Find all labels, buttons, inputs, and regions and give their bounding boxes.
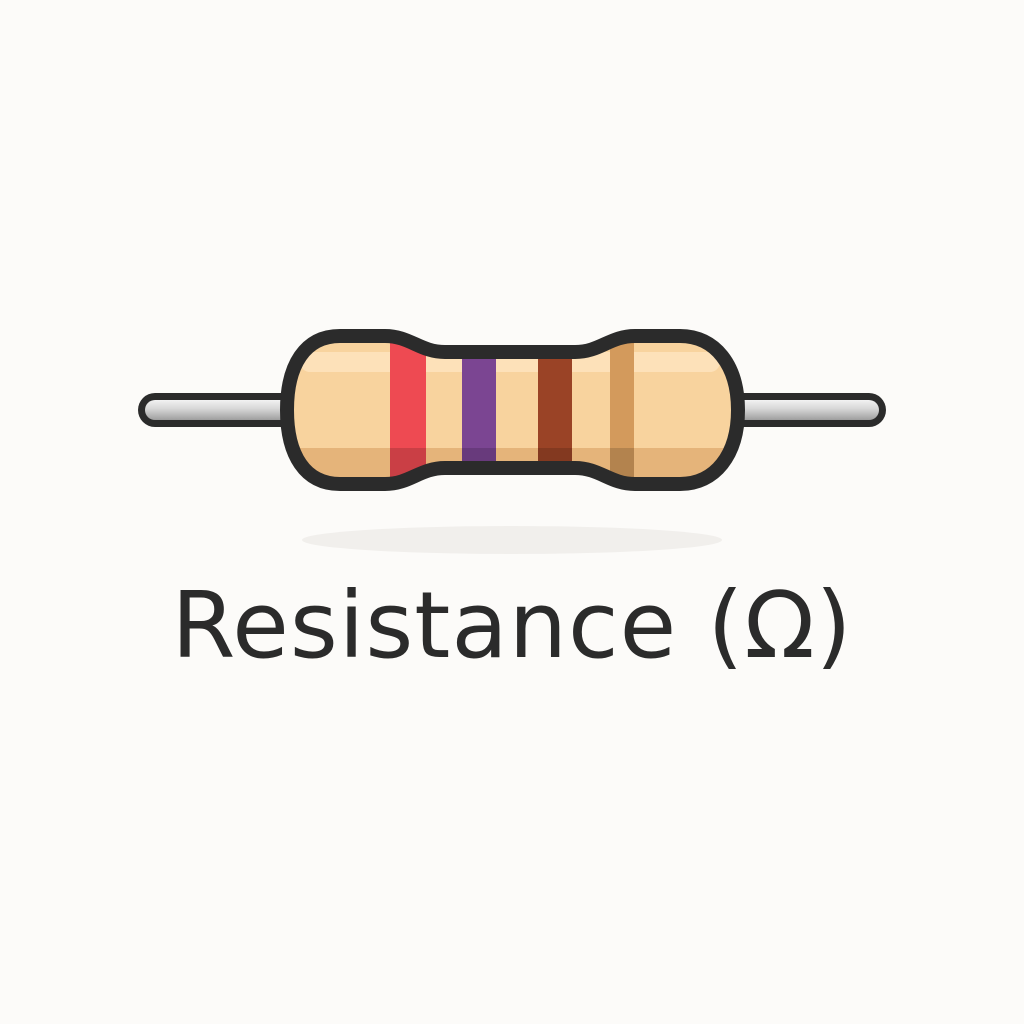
resistor-body <box>280 329 745 491</box>
left-lead <box>138 393 298 427</box>
right-lead <box>726 393 886 427</box>
color-band-gold <box>610 336 634 484</box>
reflection-shadow <box>302 526 722 554</box>
caption-title: Resistance (Ω) <box>171 572 853 679</box>
color-band-brown <box>538 336 572 484</box>
color-band-violet <box>462 336 496 484</box>
color-band-red <box>390 336 426 484</box>
